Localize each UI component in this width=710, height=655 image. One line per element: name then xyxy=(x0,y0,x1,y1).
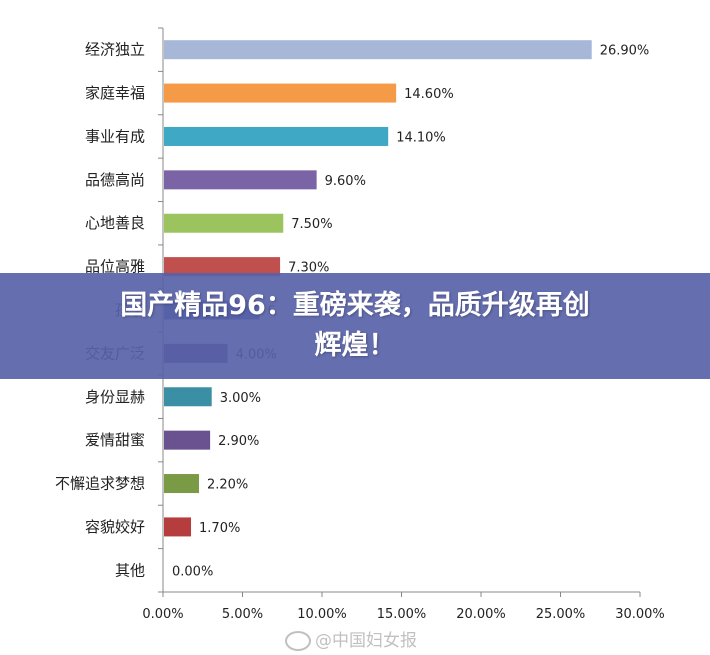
category-label: 家庭幸福 xyxy=(85,84,145,102)
value-labels: 26.90%14.60%14.10%9.60%7.50%7.30%64.00%3… xyxy=(172,44,649,580)
bar xyxy=(164,387,212,407)
headline-line-1: 国产精品96：重磅来袭，品质升级再创 xyxy=(120,290,590,321)
data-label: 26.90% xyxy=(600,44,650,59)
category-label: 品德高尚 xyxy=(85,171,145,189)
category-label: 爱情甜蜜 xyxy=(85,431,145,449)
category-label: 事业有成 xyxy=(85,127,145,145)
bar xyxy=(164,170,317,190)
bar xyxy=(164,126,389,146)
bar xyxy=(164,474,199,494)
data-label: 7.30% xyxy=(288,261,329,276)
watermark-text: @中国妇女报 xyxy=(315,631,417,651)
bar xyxy=(164,83,397,103)
bar xyxy=(164,430,211,450)
data-label: 2.90% xyxy=(218,434,259,449)
data-label: 3.00% xyxy=(220,391,261,406)
data-label: 0.00% xyxy=(172,564,213,579)
bar xyxy=(164,40,592,60)
chart-bars xyxy=(164,40,592,537)
category-label: 其他 xyxy=(115,561,145,579)
category-label: 身份显赫 xyxy=(85,388,145,406)
headline-text: 国产精品96：重磅来袭，品质升级再创 辉煌！ xyxy=(50,286,660,366)
data-label: 7.50% xyxy=(291,217,332,232)
category-label: 心地善良 xyxy=(85,214,145,232)
x-tick-label: 30.00% xyxy=(615,607,665,622)
data-label: 14.60% xyxy=(404,87,454,102)
headline-line-2: 辉煌！ xyxy=(314,330,396,361)
bar xyxy=(164,517,192,537)
x-tick-label: 10.00% xyxy=(297,607,347,622)
data-label: 14.10% xyxy=(396,130,446,145)
category-label: 不懈追求梦想 xyxy=(55,475,145,493)
bar xyxy=(164,213,284,233)
x-tick-labels: 0.00% 5.00% 10.00% 15.00% 20.00% 25.00% 30.00% xyxy=(142,607,664,622)
x-tick-label: 5.00% xyxy=(222,607,263,622)
headline-banner: 国产精品96：重磅来袭，品质升级再创 辉煌！ xyxy=(0,273,710,379)
data-label: 9.60% xyxy=(325,174,366,189)
x-tick-label: 0.00% xyxy=(142,607,183,622)
data-label: 2.20% xyxy=(207,478,248,493)
watermark: @中国妇女报 xyxy=(285,626,417,651)
category-label: 经济独立 xyxy=(85,41,145,59)
category-label: 品位高雅 xyxy=(85,258,145,276)
bar xyxy=(164,257,281,277)
data-label: 1.70% xyxy=(199,521,240,536)
x-tick-label: 25.00% xyxy=(536,607,586,622)
category-label: 容貌姣好 xyxy=(85,518,145,536)
weibo-icon xyxy=(285,631,311,651)
x-tick-label: 20.00% xyxy=(456,607,506,622)
x-tick-label: 15.00% xyxy=(377,607,427,622)
